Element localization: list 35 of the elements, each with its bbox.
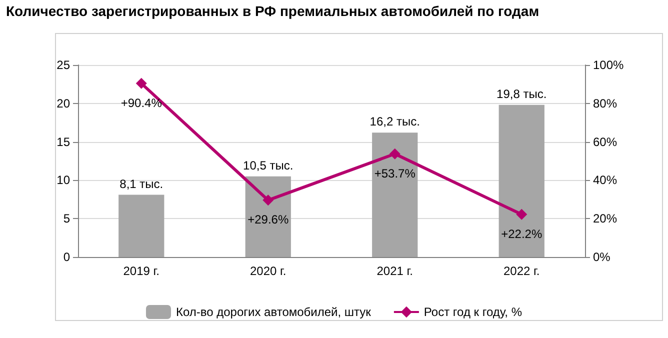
legend-label: Рост год к году, % <box>424 305 522 319</box>
bar <box>245 176 291 257</box>
y-tick-label: 10 <box>56 173 70 188</box>
x-tick-label: 2022 г. <box>503 264 540 278</box>
y-tick-label: 5 <box>63 212 70 226</box>
bar <box>372 132 418 257</box>
data-label: +90.4% <box>120 96 162 110</box>
y-tick-label: 20 <box>56 96 70 110</box>
point <box>389 148 400 160</box>
point <box>262 194 274 206</box>
y2-tick-label: 80% <box>593 96 618 110</box>
data-label: +53.7% <box>374 166 416 180</box>
y-tick-label: 0 <box>63 250 70 264</box>
x-tick-label: 2020 г. <box>250 264 286 278</box>
y2-tick-label: 100% <box>593 58 624 72</box>
y2-tick-label: 60% <box>593 134 618 149</box>
data-label: 8,1 тыс. <box>120 176 164 191</box>
data-label: +29.6% <box>248 212 289 227</box>
y2-tick-label: 40% <box>593 173 618 188</box>
bar <box>118 194 164 257</box>
bar <box>498 104 544 257</box>
y-tick-label: 25 <box>56 58 70 72</box>
data-label: +22.2% <box>501 226 542 241</box>
y2-tick-label: 20% <box>593 212 618 226</box>
point <box>516 208 528 220</box>
data-label: 19,8 тыс. <box>496 86 547 101</box>
y2-tick-label: 0% <box>593 250 611 264</box>
data-label: 10,5 тыс. <box>243 158 294 172</box>
y-tick-label: 15 <box>56 134 70 149</box>
x-tick-label: 2019 г. <box>123 264 160 278</box>
x-tick-label: 2021 г. <box>376 264 414 278</box>
data-label: 16,2 тыс. <box>370 114 420 129</box>
chart-title: Количество зарегистрированных в РФ премиальных автомобилей по годам <box>6 3 540 19</box>
legend-label: Кол-во дорогих автомобилей, штук <box>176 305 372 319</box>
point <box>136 78 147 89</box>
